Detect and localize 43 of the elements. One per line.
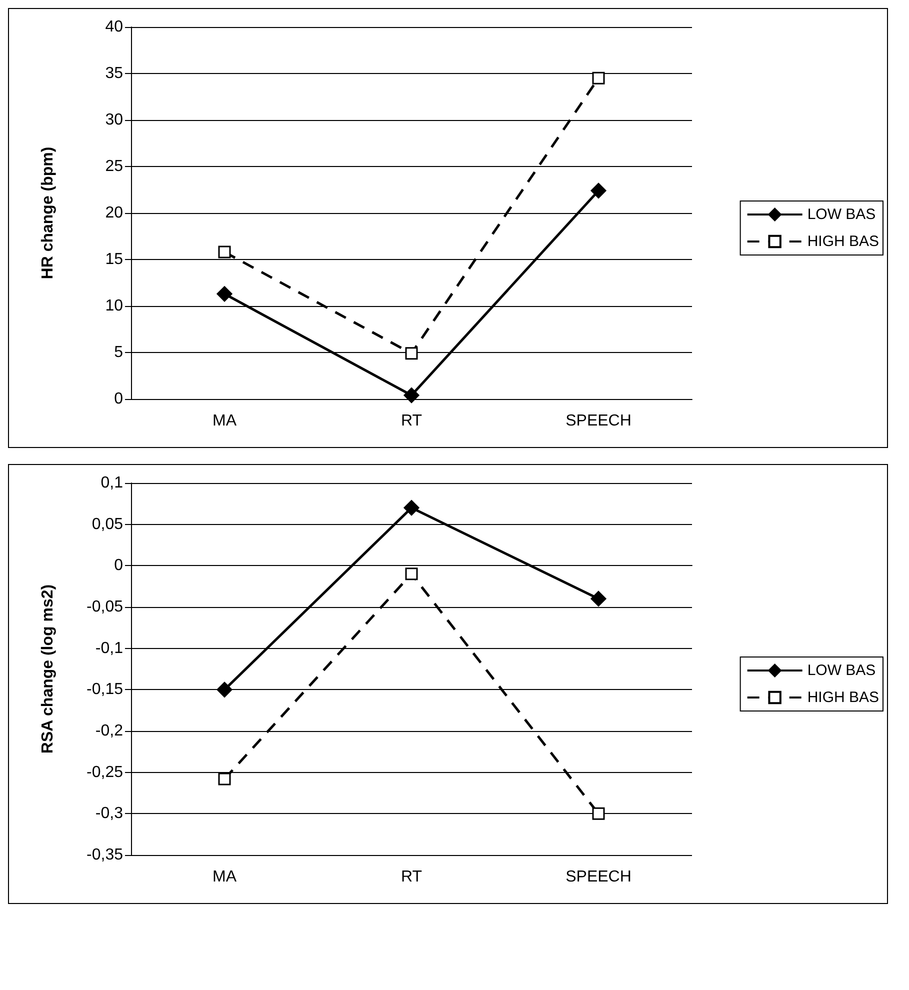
x-tick-label: SPEECH xyxy=(566,412,632,430)
y-tick-label: 0,1 xyxy=(100,474,124,492)
y-tick-label: 25 xyxy=(105,158,124,175)
x-tick-label: MA xyxy=(212,412,237,430)
point xyxy=(590,182,606,198)
y-tick-label: -0,15 xyxy=(86,681,124,698)
y-tick-label: 20 xyxy=(105,204,124,222)
y-tick-label: -0,05 xyxy=(86,598,124,616)
y-tick-label: 0 xyxy=(114,390,124,408)
y-tick-label: 0,05 xyxy=(92,516,124,533)
y-axis-title: RSA change (log ms2) xyxy=(40,584,56,754)
y-tick-label: 0 xyxy=(114,557,124,574)
x-tick-label: RT xyxy=(400,412,422,430)
legend-label: LOW BAS xyxy=(807,206,876,223)
point xyxy=(592,807,605,820)
point xyxy=(218,772,231,786)
y-axis-title: HR change (bpm) xyxy=(40,146,56,280)
point xyxy=(216,286,232,302)
y-tick-label: -0,2 xyxy=(95,722,124,740)
x-tick-label: MA xyxy=(212,868,237,886)
point xyxy=(404,388,420,404)
y-tick-label: -0,1 xyxy=(95,640,124,657)
y-tick-label: 30 xyxy=(105,112,124,128)
point xyxy=(592,72,605,84)
y-tick-label: 40 xyxy=(105,18,124,36)
legend-label: HIGH BAS xyxy=(807,689,880,706)
point xyxy=(404,500,420,516)
point xyxy=(590,590,606,606)
legend-label: HIGH BAS xyxy=(807,233,880,250)
point xyxy=(216,682,232,698)
y-tick-label: 15 xyxy=(105,251,124,268)
y-tick-label: 35 xyxy=(105,65,124,82)
y-tick-label: -0,3 xyxy=(95,805,124,822)
x-tick-label: RT xyxy=(400,868,422,886)
x-tick-label: SPEECH xyxy=(566,868,632,886)
y-tick-label: -0,25 xyxy=(86,764,124,781)
point xyxy=(218,246,231,258)
y-tick-label: 10 xyxy=(105,298,124,314)
legend-label: LOW BAS xyxy=(807,662,876,679)
y-tick-label: -0,35 xyxy=(86,846,124,864)
point xyxy=(405,347,418,360)
y-tick-label: 5 xyxy=(114,344,124,361)
point xyxy=(405,568,418,580)
